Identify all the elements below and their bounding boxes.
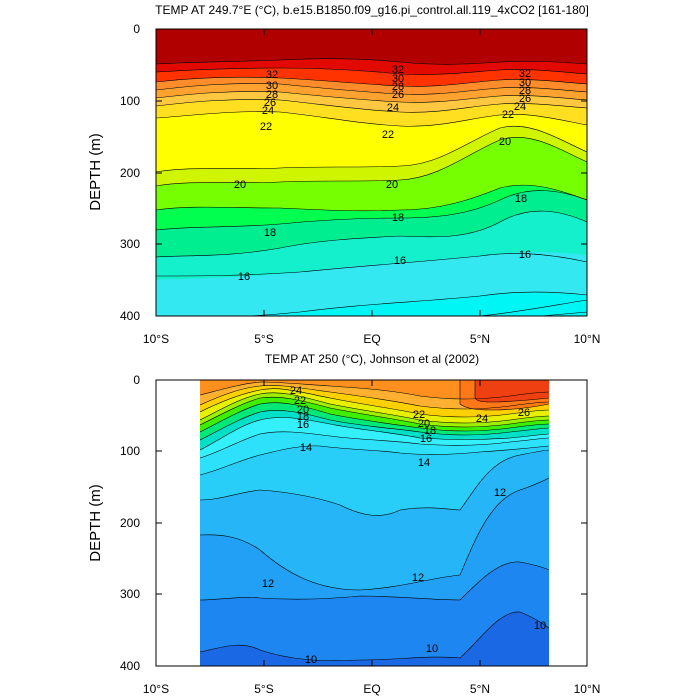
bottom-y-tick-labels: 0 100 200 300 400 [120, 373, 140, 673]
x-tick-label: 5°S [254, 332, 273, 346]
contour-label: 30 [266, 80, 278, 92]
bottom-contour-fills [200, 380, 549, 666]
x-tick-label: EQ [363, 682, 380, 696]
contour-label: 26 [264, 97, 276, 109]
band-24 [156, 91, 587, 113]
contour-label: 18 [264, 227, 276, 239]
contour-label: 22 [502, 109, 514, 121]
contour-label: 28 [519, 85, 531, 97]
contour-label: 24 [387, 102, 399, 114]
y-tick-label: 100 [120, 94, 140, 108]
contour-label: 22 [260, 121, 272, 133]
contour-label: 30 [519, 77, 531, 89]
contour-label: 22 [294, 395, 306, 407]
contour-label: 20 [234, 179, 246, 191]
contour-label: 12 [262, 578, 274, 590]
x-tick-label: 10°N [574, 682, 601, 696]
contour-label: 24 [476, 413, 488, 425]
x-tick-label: EQ [363, 332, 380, 346]
bottom-ticks [155, 379, 588, 667]
y-tick-label: 0 [133, 22, 140, 36]
band-26 [156, 77, 587, 95]
top-contour-lines [156, 58, 587, 316]
band-20 [156, 137, 587, 211]
contour-label: 12 [412, 572, 424, 584]
y-tick-label: 200 [120, 166, 140, 180]
contour-label: 30 [392, 73, 404, 85]
x-tick-label: 5°N [470, 332, 490, 346]
contour-label: 16 [394, 255, 406, 267]
contour-label: 32 [392, 64, 404, 76]
contour-label: 10 [305, 654, 317, 666]
x-tick-label: 10°S [143, 682, 169, 696]
y-tick-label: 300 [120, 237, 140, 251]
contour-label: 20 [297, 404, 309, 416]
contour-label: 26 [519, 93, 531, 105]
bottom-contour-labels: 24 22 20 18 16 14 12 10 22 20 18 16 14 1… [262, 385, 546, 666]
bottom-y-axis-label: DEPTH (m) [87, 484, 104, 562]
x-tick-label: 5°S [254, 682, 273, 696]
top-y-axis-label: DEPTH (m) [87, 133, 104, 211]
top-contour-labels: 32 30 28 26 24 22 20 18 16 32 30 28 26 2… [234, 64, 531, 283]
contour-label: 32 [519, 68, 531, 80]
contour-label: 24 [514, 101, 526, 113]
contour-label: 20 [499, 136, 511, 148]
contour-label: 24 [290, 385, 302, 397]
contour-label: 20 [386, 179, 398, 191]
bottom-contour-lines [200, 380, 549, 661]
y-tick-label: 0 [133, 373, 140, 387]
band-22 [156, 111, 587, 172]
contour-label: 10 [534, 620, 546, 632]
contour-label: 16 [420, 433, 432, 445]
x-tick-label: 10°S [143, 332, 169, 346]
contour-label: 16 [297, 419, 309, 431]
y-tick-label: 200 [120, 516, 140, 530]
x-tick-label: 10°N [574, 332, 601, 346]
band-21 [156, 126, 587, 186]
contour-label: 26 [392, 89, 404, 101]
contour-label: 16 [238, 271, 250, 283]
contour-label: 22 [413, 409, 425, 421]
contour-label: 24 [262, 105, 274, 117]
contour-label: 28 [266, 89, 278, 101]
top-y-tick-labels: 0 100 200 300 400 [120, 22, 140, 323]
contour-label: 26 [518, 407, 530, 419]
band-26 [475, 380, 549, 402]
x-tick-label: 5°N [470, 682, 490, 696]
contour-label: 22 [382, 129, 394, 141]
contour-label: 18 [392, 212, 404, 224]
top-chart-title: TEMP AT 249.7°E (°C), b.e15.B1850.f09_g1… [155, 3, 589, 17]
contour-label: 10 [426, 643, 438, 655]
contour-label: 16 [519, 249, 531, 261]
top-x-tick-labels: 10°S 5°S EQ 5°N 10°N [143, 332, 600, 346]
contour-label: 18 [297, 411, 309, 423]
bottom-x-tick-labels: 10°S 5°S EQ 5°N 10°N [143, 682, 600, 696]
contour-label: 28 [392, 81, 404, 93]
bottom-chart-title: TEMP AT 250 (°C), Johnson et al (2002) [265, 352, 479, 366]
contour-label: 20 [418, 418, 430, 430]
contour-label: 14 [418, 457, 430, 469]
band-32 [156, 29, 587, 65]
contour-label: 14 [300, 442, 312, 454]
contour-label: 18 [424, 425, 436, 437]
y-tick-label: 300 [120, 587, 140, 601]
top-ticks [155, 28, 588, 317]
band-16 [250, 292, 587, 316]
y-tick-label: 400 [120, 659, 140, 673]
band-30 [156, 58, 587, 75]
contour-label: 18 [515, 193, 527, 205]
y-tick-label: 400 [120, 309, 140, 323]
contour-label: 32 [266, 69, 278, 81]
y-tick-label: 100 [120, 444, 140, 458]
contour-label: 12 [494, 487, 506, 499]
